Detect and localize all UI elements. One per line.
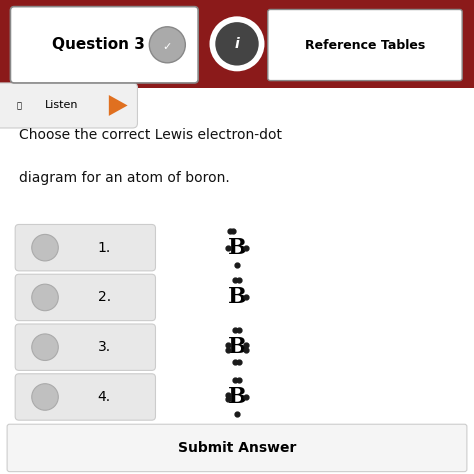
Circle shape	[214, 21, 260, 67]
Text: Question 3: Question 3	[53, 37, 146, 52]
Text: 🔊: 🔊	[17, 101, 21, 110]
Text: B: B	[228, 286, 246, 309]
Circle shape	[32, 384, 58, 410]
Polygon shape	[109, 95, 128, 116]
Text: Reference Tables: Reference Tables	[305, 38, 425, 52]
Text: 2.: 2.	[98, 291, 111, 304]
Text: B: B	[228, 386, 246, 408]
Text: diagram for an atom of boron.: diagram for an atom of boron.	[19, 171, 230, 185]
Text: ✓: ✓	[163, 42, 172, 52]
FancyBboxPatch shape	[15, 374, 155, 420]
FancyBboxPatch shape	[0, 83, 137, 128]
Text: Choose the correct Lewis electron-dot: Choose the correct Lewis electron-dot	[19, 128, 282, 142]
Circle shape	[210, 17, 264, 72]
Circle shape	[32, 284, 58, 311]
Text: B: B	[228, 237, 246, 259]
Text: Submit Answer: Submit Answer	[178, 441, 296, 455]
Circle shape	[149, 27, 185, 63]
Text: 4.: 4.	[98, 390, 111, 404]
Circle shape	[32, 235, 58, 261]
FancyBboxPatch shape	[15, 225, 155, 271]
FancyBboxPatch shape	[15, 324, 155, 370]
FancyBboxPatch shape	[7, 424, 467, 472]
Circle shape	[32, 334, 58, 361]
Text: i: i	[235, 37, 239, 51]
FancyBboxPatch shape	[15, 274, 155, 320]
FancyBboxPatch shape	[268, 9, 462, 81]
FancyBboxPatch shape	[10, 7, 198, 83]
Text: Listen: Listen	[45, 100, 78, 110]
Text: B: B	[228, 336, 246, 358]
Text: 3.: 3.	[98, 340, 111, 354]
FancyBboxPatch shape	[0, 0, 474, 88]
Text: 1.: 1.	[98, 241, 111, 255]
